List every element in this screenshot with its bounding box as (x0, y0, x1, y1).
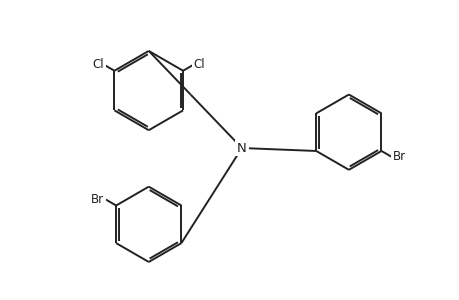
Text: Cl: Cl (92, 58, 104, 71)
Text: N: N (236, 142, 246, 154)
Text: Br: Br (91, 193, 104, 206)
Text: Cl: Cl (193, 58, 205, 71)
Text: Br: Br (392, 150, 405, 164)
